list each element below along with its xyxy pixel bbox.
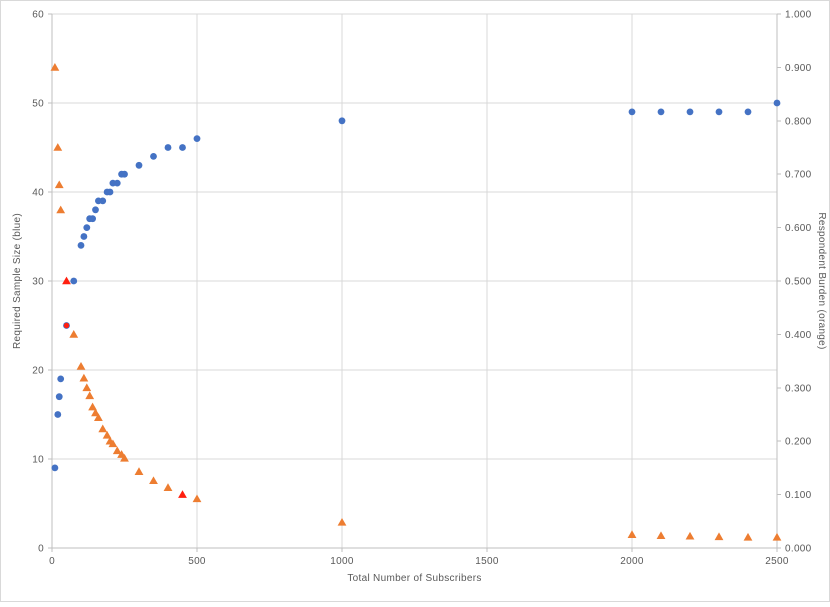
x-tick-label: 2500 <box>765 556 789 567</box>
y-left-tick-label: 30 <box>32 277 44 288</box>
y-left-tick-label: 50 <box>32 99 44 110</box>
burden-triangle-marker <box>772 532 782 541</box>
sample-size-dot-marker <box>99 197 107 205</box>
x-axis-title: Total Number of Subscribers <box>347 573 481 584</box>
y-left-tick-label: 20 <box>32 366 44 377</box>
burden-triangle-marker <box>192 494 202 503</box>
sample-size-dot-marker <box>55 393 63 401</box>
sample-size-dot-marker <box>80 233 88 240</box>
sample-size-dot-marker <box>338 117 346 125</box>
sample-size-dot-marker <box>54 411 62 418</box>
sample-size-dot-marker <box>92 206 99 214</box>
y-right-tick-label: 0.100 <box>785 490 812 501</box>
sample-size-dot-marker <box>70 277 78 285</box>
burden-triangle-marker <box>91 408 100 417</box>
burden-triangle-marker <box>714 532 724 541</box>
x-tick-label: 0 <box>49 556 55 567</box>
burden-triangle-marker <box>163 483 173 491</box>
sample-size-dot-marker <box>744 108 752 116</box>
y-left-tick-label: 10 <box>32 455 44 466</box>
burden-triangle-marker <box>134 467 144 475</box>
burden-triangle-marker <box>149 476 158 485</box>
y-left-tick-label: 40 <box>32 188 44 199</box>
sample-size-dot-marker <box>150 153 157 160</box>
burden-triangle-marker <box>743 532 753 541</box>
burden-triangle-marker <box>120 453 129 462</box>
y-right-axis-title: Respondent Burden (orange) <box>816 212 827 349</box>
sample-size-dot-marker <box>164 144 172 151</box>
sample-size-dot-marker <box>715 108 723 116</box>
sample-size-dot-marker <box>113 179 121 187</box>
sample-size-dot-marker <box>89 215 96 223</box>
y-right-tick-label: 0.400 <box>785 330 812 341</box>
burden-triangle-marker <box>685 531 695 540</box>
sample-size-dot-marker <box>686 108 694 116</box>
burden-triangle-marker <box>98 424 108 433</box>
y-right-tick-label: 0.600 <box>785 223 812 234</box>
x-tick-label: 1500 <box>475 556 499 567</box>
sample-size-dot-marker <box>773 99 781 107</box>
y-left-tick-label: 0 <box>38 544 44 555</box>
x-tick-label: 2000 <box>620 556 644 567</box>
burden-triangle-marker <box>112 446 122 455</box>
burden-triangle-marker <box>56 205 66 214</box>
sample-size-dot-marker <box>77 242 85 249</box>
highlight-dot-marker <box>63 322 70 329</box>
sample-size-dot-marker <box>106 188 114 196</box>
sample-size-dot-marker <box>51 464 59 472</box>
sample-size-dot-marker <box>83 224 91 232</box>
burden-triangle-marker <box>337 517 347 526</box>
y-right-tick-label: 0.500 <box>785 277 812 288</box>
burden-triangle-marker <box>79 373 89 382</box>
burden-triangle-marker <box>108 439 118 448</box>
burden-triangle-marker <box>88 402 97 411</box>
burden-triangle-marker <box>50 63 60 71</box>
y-right-tick-label: 1.000 <box>785 10 812 21</box>
sample-size-dot-marker <box>121 170 128 178</box>
sample-size-dot-marker <box>628 108 636 116</box>
x-tick-label: 500 <box>188 556 206 567</box>
y-right-tick-label: 0.700 <box>785 170 812 181</box>
burden-triangle-marker <box>69 330 79 338</box>
y-right-tick-label: 0.200 <box>785 437 812 448</box>
y-right-tick-label: 0.800 <box>785 116 812 127</box>
highlight-triangle-marker <box>62 276 71 285</box>
y-right-tick-label: 0.900 <box>785 63 812 74</box>
sample-size-dot-marker <box>179 144 186 151</box>
x-tick-label: 1000 <box>330 556 354 567</box>
burden-triangle-marker <box>102 430 112 439</box>
y-right-tick-label: 0.300 <box>785 383 812 394</box>
burden-triangle-marker <box>53 143 63 151</box>
sample-size-dot-marker <box>657 108 665 116</box>
highlight-triangle-marker <box>178 490 187 498</box>
y-left-axis-title: Required Sample Size (blue) <box>12 213 23 349</box>
burden-triangle-marker <box>85 391 95 400</box>
y-right-tick-label: 0.000 <box>785 544 812 555</box>
sample-size-dot-marker <box>135 161 143 169</box>
burden-triangle-marker <box>54 180 64 189</box>
sample-size-dot-marker <box>193 135 201 143</box>
burden-triangle-marker <box>94 413 103 422</box>
y-left-tick-label: 60 <box>32 10 44 21</box>
sample-size-dot-marker <box>57 375 65 383</box>
burden-triangle-marker <box>656 531 666 540</box>
burden-triangle-marker <box>627 530 637 538</box>
burden-triangle-marker <box>76 362 86 370</box>
burden-triangle-marker <box>82 383 92 392</box>
